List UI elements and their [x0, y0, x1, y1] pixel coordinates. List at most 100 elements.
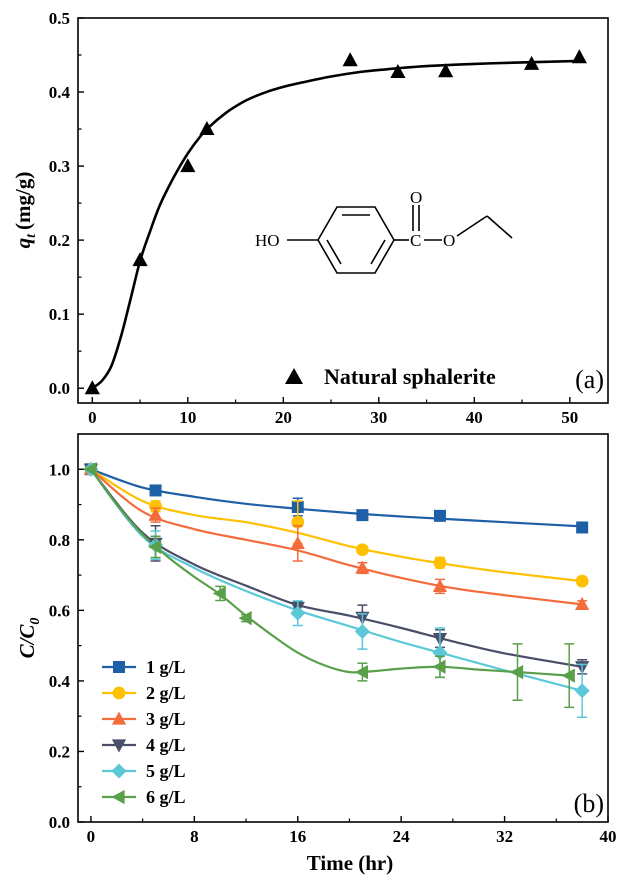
chemical-structure	[287, 205, 513, 274]
ring-double-bond-left	[326, 239, 342, 265]
panel-b-removal-curves: 0 8 16 24 32 400.00.20.40.60.81.0 C/C0 Time (…	[15, 433, 617, 875]
panel-b-data-point	[575, 596, 590, 610]
structure-carbonyl-c-label: C	[410, 231, 421, 250]
panel-a-ytick-label: 0.1	[49, 305, 70, 324]
panel-b-ylabel-main: C/C	[15, 624, 39, 659]
panel-b-xtick-label: 32	[496, 827, 513, 846]
panel-b-xtick-label: 40	[600, 827, 617, 846]
panel-b-legend-label: 6 g/L	[146, 787, 186, 807]
panel-b-legend: 1 g/L 2 g/L 3 g/L 4 g/L 5 g/L 6 g/L	[102, 657, 186, 807]
panel-a-ylabel-sub: t	[24, 233, 39, 238]
panel-b-legend-marker	[111, 763, 127, 779]
panel-b-legend-marker	[113, 661, 125, 673]
panel-a-data-point	[132, 252, 148, 267]
svg-text:C/C0: C/C0	[15, 618, 43, 659]
panel-b-data-point	[354, 664, 369, 680]
panel-b-data-point	[356, 543, 369, 557]
panel-b-data-point	[433, 509, 446, 522]
panel-a-xtick-label: 0	[88, 408, 97, 427]
panel-a-xtick-label: 30	[370, 408, 387, 427]
panel-b-data-point	[83, 462, 97, 477]
panel-b-data-point	[432, 578, 448, 593]
panel-b-x-axis-label: Time (hr)	[307, 851, 394, 875]
panel-a-axes: 0 10 20 30 40 50 0.0 0.1 0.2 0.3 0.4 0.5	[49, 9, 609, 427]
panel-b-data-point	[510, 664, 524, 680]
panel-a-xtick-label: 40	[466, 408, 483, 427]
panel-a-data-point	[199, 121, 215, 136]
panel-a-ytick-label: 0.0	[49, 379, 70, 398]
panel-b-legend-marker	[112, 686, 126, 700]
panel-b-data-point	[576, 521, 589, 534]
panel-a-tag: (a)	[575, 365, 604, 394]
panel-a-legend: Natural sphalerite	[285, 364, 496, 389]
panel-b-xtick-label: 24	[393, 827, 411, 846]
structure-hydroxyl-label: HO	[255, 231, 280, 250]
panel-b-data-point	[238, 610, 252, 626]
panel-b-legend-label: 3 g/L	[146, 709, 186, 729]
panel-b-data-point	[432, 659, 446, 674]
panel-b-data-point	[148, 539, 162, 554]
panel-b-frame	[77, 433, 609, 823]
panel-b-legend-label: 2 g/L	[146, 683, 186, 703]
panel-a-legend-marker	[285, 368, 303, 384]
panel-a-data-point	[438, 63, 454, 78]
panel-a-legend-label: Natural sphalerite	[324, 364, 496, 389]
panel-a-ytick-label: 0.5	[49, 9, 70, 28]
panel-b-data-point	[561, 668, 575, 683]
panel-a-data-point	[84, 380, 100, 395]
panel-b-data-point	[356, 509, 369, 522]
panel-b-xtick-label: 16	[289, 827, 306, 846]
panel-b-data-point	[575, 574, 589, 588]
ring-double-bond-right	[370, 239, 386, 265]
panel-a-y-axis-label: qt (mg/g)	[11, 172, 39, 249]
panel-a-data-point	[180, 158, 196, 173]
panel-a-data-point	[524, 55, 540, 70]
panel-a-ylabel-unit: (mg/g)	[11, 172, 35, 230]
panel-b-series-line	[90, 468, 583, 583]
panel-b-ytick-label: 0.6	[49, 601, 70, 620]
panel-b-series-line	[90, 468, 583, 606]
svg-text:qt(mg/g): qt (mg/g)	[11, 172, 39, 249]
panel-b-axes: 0 8 16 24 32 40 0.0 0.2 0.4 0.6 0.8 1.0	[49, 433, 617, 846]
panel-b-data-point	[148, 507, 163, 521]
panel-a-adsorption-kinetics: 0 10 20 30 40 50 0.0 0.1 0.2 0.3 0.4 0.5 qt (mg/g) N…	[11, 9, 609, 427]
panel-b-tag: (b)	[574, 789, 604, 818]
panel-b-ytick-label: 0.8	[49, 531, 70, 550]
panel-b-data-point	[290, 535, 305, 549]
panel-a-ylabel-main: q	[11, 238, 35, 249]
structure-ester-o-label: O	[443, 231, 455, 250]
panel-b-data-point	[574, 683, 590, 699]
benzene-ring	[317, 206, 395, 274]
bond-ch2-ch3	[486, 215, 513, 239]
panel-b-legend-label: 4 g/L	[146, 735, 186, 755]
structure-carbonyl-o-label: O	[410, 188, 422, 207]
panel-b-ytick-label: 0.2	[49, 742, 70, 761]
panel-a-xtick-label: 50	[561, 408, 578, 427]
bond-o-ch2	[456, 215, 488, 237]
panel-b-data-point	[433, 556, 447, 570]
panel-b-data-point	[290, 605, 306, 621]
panel-b-xtick-label: 0	[87, 827, 96, 846]
panel-b-data-point	[212, 586, 226, 601]
panel-a-ytick-label: 0.4	[49, 83, 71, 102]
panel-a-fit-curve	[91, 59, 580, 390]
panel-b-data-point	[354, 624, 370, 640]
panel-b-data-point	[149, 499, 162, 513]
panel-b-series-line	[90, 468, 583, 668]
panel-b-data-point	[149, 484, 162, 497]
panel-b-ytick-label: 0.0	[49, 813, 70, 832]
panel-a-frame	[77, 17, 609, 404]
panel-b-legend-label: 5 g/L	[146, 761, 186, 781]
panel-a-plot-area	[84, 49, 587, 395]
panel-b-y-axis-label: C/C0	[15, 618, 43, 659]
panel-b-ytick-label: 1.0	[49, 460, 70, 479]
panel-b-legend-marker	[111, 739, 127, 753]
panel-b-plot-area	[83, 461, 590, 718]
panel-b-data-point	[355, 560, 370, 574]
panel-a-xtick-label: 10	[179, 408, 196, 427]
panel-b-legend-label: 1 g/L	[146, 657, 186, 677]
panel-a-data-point	[390, 64, 406, 79]
panel-b-ylabel-sub: 0	[28, 618, 43, 625]
panel-b-series-line	[90, 468, 583, 528]
